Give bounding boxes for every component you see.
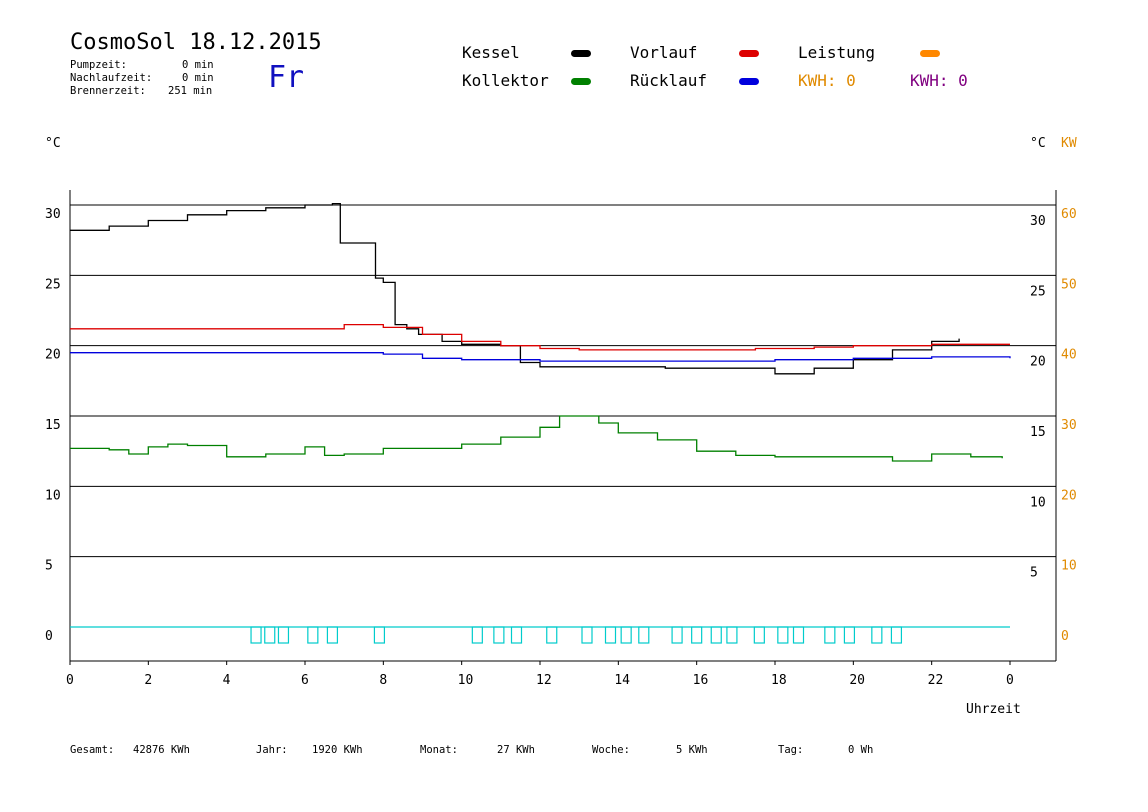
brenner-value: 251 min	[168, 85, 213, 97]
y-tick-right: 30	[1030, 214, 1046, 229]
legend-kessel-label: Kessel	[462, 43, 520, 62]
brenner-label: Brennerzeit:	[70, 85, 146, 97]
x-tick-label: 20	[849, 673, 865, 688]
pump-pulse	[471, 626, 483, 644]
series-line-kollektor	[70, 415, 1003, 462]
y-tick-left: 15	[45, 418, 61, 433]
y2-tick: 40	[1061, 348, 1077, 363]
y2-tick: 50	[1061, 277, 1077, 292]
x-tick-label: 2	[144, 673, 152, 688]
x-tick-label: 22	[928, 673, 944, 688]
pump-pulse	[373, 626, 386, 644]
legend-kwh-purple: KWH: 0	[910, 71, 968, 90]
x-tick-label: 14	[614, 673, 630, 688]
pump-pulse	[493, 626, 505, 644]
gesamt-value: 42876 KWh	[133, 744, 190, 756]
pump-pulse	[604, 626, 617, 644]
pumpzeit-label: Pumpzeit:	[70, 59, 127, 71]
gesamt-label: Gesamt:	[70, 744, 115, 756]
pump-pulse	[510, 626, 523, 644]
pump-pulse	[726, 626, 738, 644]
pumpzeit-value: 0 min	[182, 59, 214, 71]
pump-pulse	[777, 626, 789, 644]
legend-vorlauf-swatch	[739, 50, 759, 57]
jahr-label: Jahr:	[256, 744, 288, 756]
y-tick-right: 25	[1030, 284, 1046, 299]
y-axis-left-unit: °C	[45, 136, 61, 151]
y-tick-left: 5	[45, 559, 53, 574]
pump-pulse	[710, 626, 722, 644]
series-line-kessel	[70, 202, 960, 375]
nachlauf-label: Nachlaufzeit:	[70, 72, 153, 84]
pump-pulse	[277, 626, 290, 644]
y-axis-right2-unit: KW	[1061, 136, 1077, 151]
legend-kwh-orange: KWH: 0	[798, 71, 856, 90]
woche-value: 5 KWh	[676, 744, 708, 756]
y-tick-right: 5	[1030, 566, 1038, 581]
nachlauf-value: 0 min	[182, 72, 214, 84]
monat-label: Monat:	[420, 744, 458, 756]
y2-tick: 0	[1061, 629, 1069, 644]
y-tick-left: 0	[45, 629, 53, 644]
jahr-value: 1920 KWh	[312, 744, 363, 756]
pump-pulse	[824, 626, 836, 644]
x-tick-label: 0	[1006, 673, 1014, 688]
tag-label: Tag:	[778, 744, 804, 756]
y-tick-left: 25	[45, 277, 61, 292]
y-tick-right: 10	[1030, 495, 1046, 510]
y2-tick: 10	[1061, 559, 1077, 574]
y-tick-left: 20	[45, 348, 61, 363]
y-tick-right: 20	[1030, 355, 1046, 370]
pump-pulse	[843, 626, 856, 644]
x-tick-label: 0	[66, 673, 74, 688]
x-tick-label: 4	[223, 673, 231, 688]
pump-pulse	[671, 626, 683, 644]
x-tick-label: 10	[458, 673, 474, 688]
pump-pulse	[307, 626, 319, 644]
status-info: Pumpzeit: 0 min Nachlaufzeit: 0 min Brenne…	[70, 59, 214, 98]
y2-tick: 20	[1061, 488, 1077, 503]
legend-ruecklauf-label: Rücklauf	[630, 71, 708, 90]
pump-pulse	[250, 626, 262, 644]
pump-pulse	[620, 626, 632, 644]
legend-vorlauf-label: Vorlauf	[630, 43, 698, 62]
y-tick-right: 15	[1030, 425, 1046, 440]
legend-kessel-swatch	[571, 50, 591, 57]
series-line-vorlauf	[70, 323, 1010, 351]
y-axis-right-unit: °C	[1030, 136, 1046, 151]
x-axis-label: Uhrzeit	[966, 702, 1021, 717]
legend-leistung-swatch	[920, 50, 940, 57]
pump-pulse	[546, 626, 558, 644]
x-tick-label: 12	[536, 673, 552, 688]
pump-pulse	[890, 626, 903, 644]
page-title: CosmoSol 18.12.2015	[70, 30, 322, 55]
pump-pulse	[691, 626, 703, 644]
pump-pulse	[638, 626, 650, 644]
series-line-rcklauf	[70, 352, 1011, 362]
pump-pulse	[792, 626, 805, 644]
legend-ruecklauf-swatch	[739, 78, 759, 85]
legend-kollektor-swatch	[571, 78, 591, 85]
pump-pulse	[264, 626, 276, 644]
legend-leistung-label: Leistung	[798, 43, 876, 62]
weekday-label: Fr	[268, 60, 305, 95]
y2-tick: 60	[1061, 207, 1077, 222]
pump-pulse	[326, 626, 339, 644]
pump-pulse	[753, 626, 765, 644]
y-tick-left: 30	[45, 207, 61, 222]
tag-value: 0 Wh	[848, 744, 874, 756]
y2-tick: 30	[1061, 418, 1077, 433]
x-tick-label: 16	[693, 673, 709, 688]
y-tick-left: 10	[45, 488, 61, 503]
woche-label: Woche:	[592, 744, 630, 756]
legend-kollektor-label: Kollektor	[462, 71, 549, 90]
x-tick-label: 6	[301, 673, 309, 688]
x-tick-label: 18	[771, 673, 787, 688]
pump-pulse	[871, 626, 883, 644]
monat-value: 27 KWh	[497, 744, 535, 756]
x-tick-label: 8	[379, 673, 387, 688]
pump-pulse	[581, 626, 593, 644]
